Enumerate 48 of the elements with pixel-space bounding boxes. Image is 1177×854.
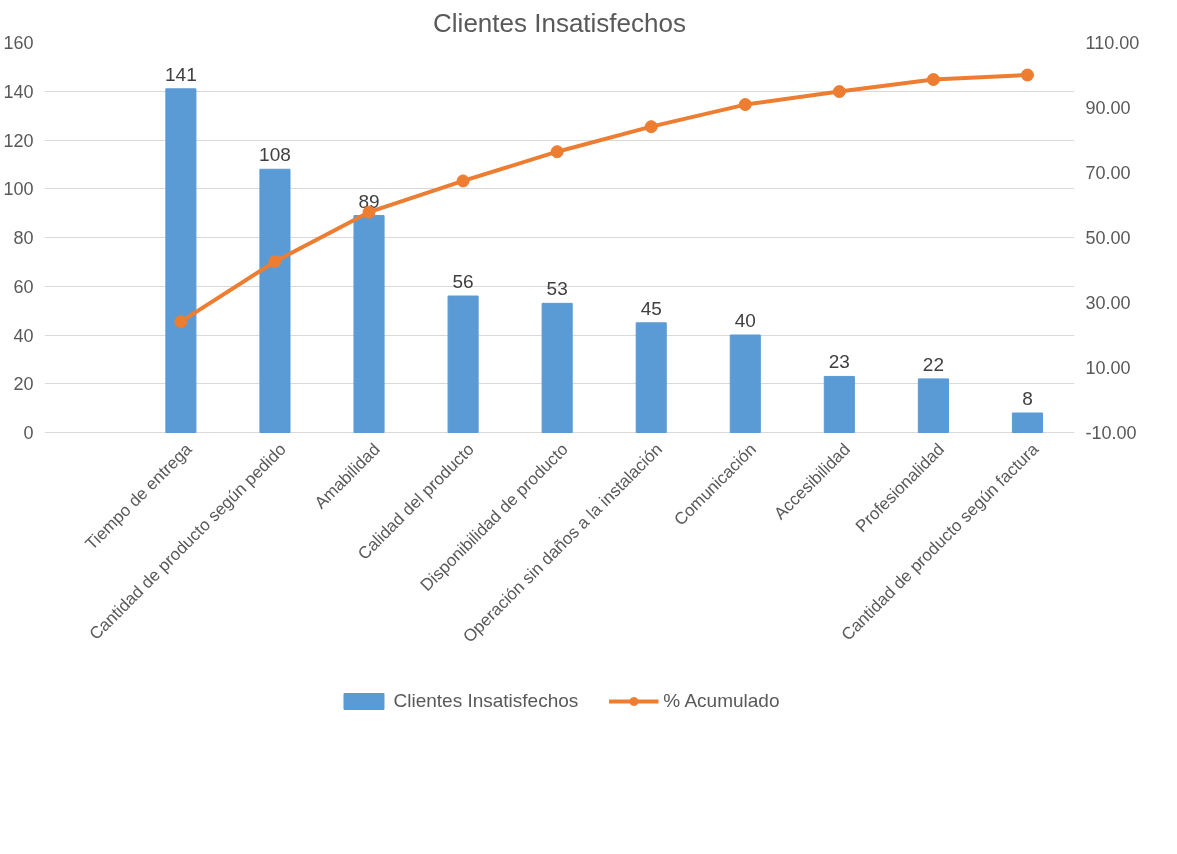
y2-tick-label: 10.00 [1085, 358, 1131, 378]
y-tick-label: 100 [3, 179, 34, 200]
bar [823, 375, 855, 433]
y-tick-label: 160 [3, 33, 34, 53]
bar [165, 88, 197, 433]
y-tick-label: 20 [13, 374, 34, 395]
point [174, 315, 188, 329]
y-tick-label: 40 [13, 325, 34, 346]
data-label: 23 [828, 351, 850, 373]
legend-label: Clientes Insatisfechos [393, 690, 579, 712]
bar [353, 215, 385, 433]
point [1020, 68, 1034, 82]
data-label: 108 [259, 144, 291, 166]
y2-tick-label: 50.00 [1085, 228, 1131, 248]
data-label: 53 [546, 278, 568, 300]
data-label: 56 [452, 271, 474, 292]
data-label: 22 [922, 353, 944, 375]
data-label: 141 [165, 63, 197, 85]
bar [259, 168, 291, 433]
y-tick-label: 120 [3, 130, 34, 151]
y2-tick-label: -10.00 [1085, 423, 1137, 443]
y2-tick-label: 70.00 [1085, 163, 1131, 183]
bar [917, 378, 949, 433]
y-tick-label: 60 [13, 276, 34, 297]
legend-label: % Acumulado [663, 690, 780, 712]
chart-title: Clientes Insatisfechos [433, 7, 686, 38]
point [926, 73, 940, 87]
y2-tick-label: 30.00 [1085, 293, 1131, 313]
point [832, 85, 846, 99]
bar [635, 322, 667, 433]
data-label: 89 [358, 190, 380, 212]
point [644, 120, 658, 134]
data-label: 45 [640, 297, 662, 319]
y2-tick-label: 110.00 [1085, 33, 1140, 53]
point [268, 255, 282, 269]
y-tick-label: 140 [3, 81, 34, 102]
data-label: 8 [1022, 388, 1033, 409]
point [550, 145, 564, 159]
bar [729, 334, 761, 433]
bar [541, 302, 573, 433]
y-tick-label: 0 [23, 423, 34, 443]
point [738, 98, 752, 112]
bar [447, 295, 479, 433]
data-label: 40 [734, 310, 756, 331]
point [456, 174, 470, 188]
y2-tick-label: 90.00 [1085, 98, 1131, 118]
y-tick-label: 80 [13, 228, 34, 248]
bar [1011, 412, 1044, 433]
